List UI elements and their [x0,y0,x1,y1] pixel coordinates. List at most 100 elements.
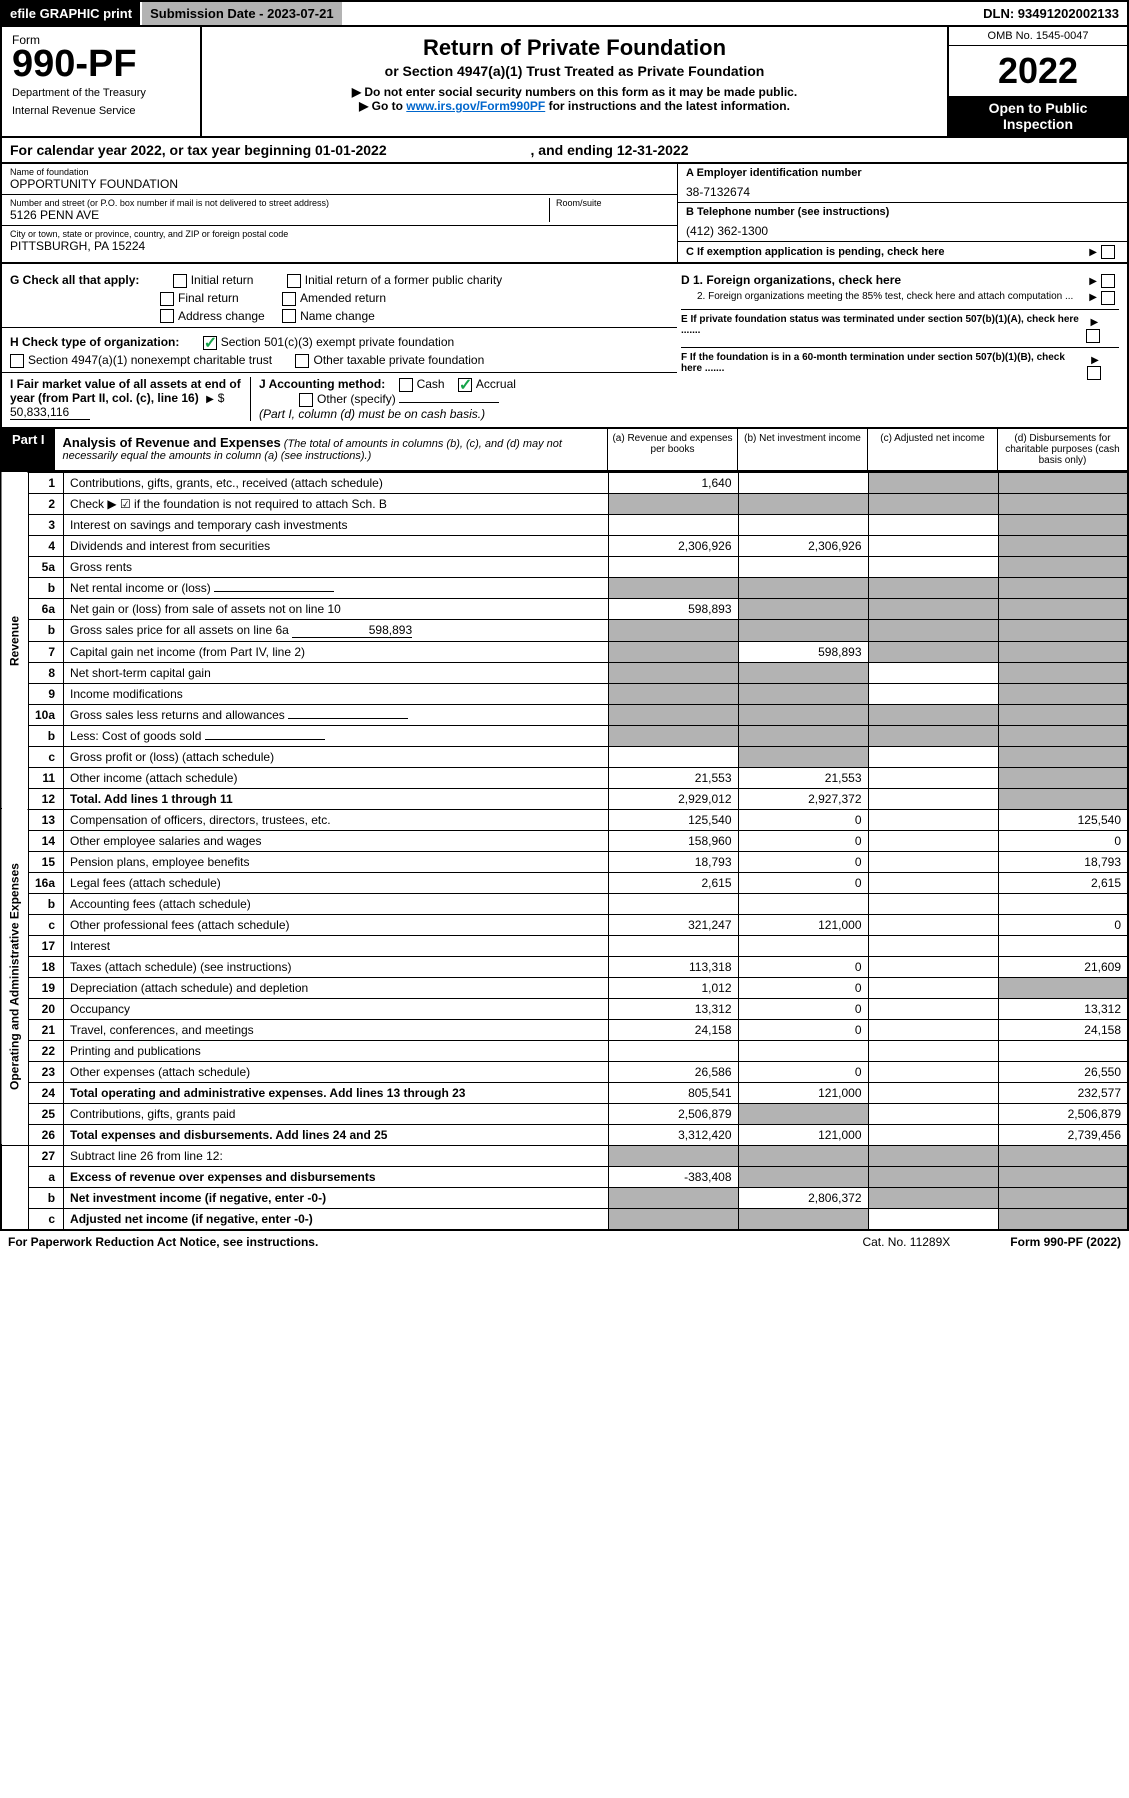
col-c-header: (c) Adjusted net income [867,429,997,470]
d2-label: 2. Foreign organizations meeting the 85%… [697,291,1073,305]
line-desc: Other employee salaries and wages [64,830,608,851]
open-to-public: Open to Public Inspection [949,96,1127,136]
calyear-begin: 01-01-2022 [315,142,387,158]
line-number: 23 [29,1061,64,1082]
line-desc: Travel, conferences, and meetings [64,1019,608,1040]
addr-row: Number and street (or P.O. box number if… [2,195,677,226]
part1-desc: Analysis of Revenue and Expenses (The to… [55,429,607,470]
i-block: I Fair market value of all assets at end… [10,377,250,421]
table-row: 12Total. Add lines 1 through 112,929,012… [1,788,1128,809]
spacer [1,1145,29,1230]
info-left: Name of foundation OPPORTUNITY FOUNDATIO… [2,164,677,262]
part1-title: Analysis of Revenue and Expenses [63,435,281,450]
line-desc: Gross sales less returns and allowances [64,704,608,725]
check-right: D 1. Foreign organizations, check here 2… [669,270,1119,421]
f-label: F If the foundation is in a 60-month ter… [681,352,1087,381]
other-method-label: Other (specify) [317,392,396,406]
initial-return-checkbox[interactable] [173,274,187,288]
section-label: Revenue [1,472,29,809]
part1-header-row: Part I Analysis of Revenue and Expenses … [0,429,1129,472]
room-label: Room/suite [556,198,669,208]
line-desc: Adjusted net income (if negative, enter … [64,1208,608,1230]
line-number: 10a [29,704,64,725]
line-desc: Contributions, gifts, grants, etc., rece… [64,472,608,493]
address-change-checkbox[interactable] [160,309,174,323]
final-return-label: Final return [178,291,239,305]
line-desc: Less: Cost of goods sold [64,725,608,746]
accrual-label: Accrual [476,377,516,391]
table-row: aExcess of revenue over expenses and dis… [1,1166,1128,1187]
4947-checkbox[interactable] [10,354,24,368]
cash-checkbox[interactable] [399,378,413,392]
line-number: b [29,725,64,746]
line-number: b [29,1187,64,1208]
e-checkbox[interactable] [1086,329,1100,343]
dept-treasury: Department of the Treasury [12,87,190,99]
other-taxable-label: Other taxable private foundation [313,353,484,367]
line-number: 17 [29,935,64,956]
table-row: 26Total expenses and disbursements. Add … [1,1124,1128,1145]
table-row: 4Dividends and interest from securities2… [1,535,1128,556]
d2-line: 2. Foreign organizations meeting the 85%… [681,291,1119,305]
table-row: 25Contributions, gifts, grants paid2,506… [1,1103,1128,1124]
table-row: 6aNet gain or (loss) from sale of assets… [1,598,1128,619]
form-ref: Form 990-PF (2022) [1010,1235,1121,1249]
name-change-label: Name change [300,309,375,323]
col-d-header: (d) Disbursements for charitable purpose… [997,429,1127,470]
table-row: 10aGross sales less returns and allowanc… [1,704,1128,725]
h-label: H Check type of organization: [10,335,179,349]
d2-checkbox[interactable] [1101,291,1115,305]
line-number: 18 [29,956,64,977]
4947-label: Section 4947(a)(1) nonexempt charitable … [28,353,272,367]
line-number: 26 [29,1124,64,1145]
header-title-block: Return of Private Foundation or Section … [202,27,947,136]
line-desc: Other expenses (attach schedule) [64,1061,608,1082]
check-left: G Check all that apply: Initial return I… [10,270,669,421]
line-desc: Net short-term capital gain [64,662,608,683]
calendar-year-line: For calendar year 2022, or tax year begi… [0,138,1129,164]
table-row: 8Net short-term capital gain [1,662,1128,683]
ij-section: I Fair market value of all assets at end… [2,372,677,421]
d1-checkbox[interactable] [1101,274,1115,288]
irs-link[interactable]: www.irs.gov/Form990PF [406,99,545,113]
foundation-name: OPPORTUNITY FOUNDATION [10,177,669,191]
exemption-row: C If exemption application is pending, c… [678,242,1127,262]
ein-value: 38-7132674 [686,185,1119,199]
name-change-checkbox[interactable] [282,309,296,323]
501c3-checkbox[interactable] [203,336,217,350]
part1-table: Revenue1Contributions, gifts, grants, et… [0,472,1129,1231]
arrow-icon [206,391,214,405]
line-number: 25 [29,1103,64,1124]
line-number: 20 [29,998,64,1019]
exemption-checkbox[interactable] [1101,245,1115,259]
initial-former-checkbox[interactable] [287,274,301,288]
table-row: Revenue1Contributions, gifts, grants, et… [1,472,1128,493]
efile-print-button[interactable]: efile GRAPHIC print [2,2,142,25]
table-row: 27Subtract line 26 from line 12: [1,1145,1128,1166]
accrual-checkbox[interactable] [458,378,472,392]
d1-line: D 1. Foreign organizations, check here [681,273,1119,288]
final-return-checkbox[interactable] [160,292,174,306]
line-desc: Taxes (attach schedule) (see instruction… [64,956,608,977]
line-desc: Gross profit or (loss) (attach schedule) [64,746,608,767]
amended-checkbox[interactable] [282,292,296,306]
line-number: 1 [29,472,64,493]
line-number: 19 [29,977,64,998]
table-row: 19Depreciation (attach schedule) and dep… [1,977,1128,998]
fmv-value: 50,833,116 [10,405,90,420]
ein-label: A Employer identification number [686,167,1119,179]
other-taxable-checkbox[interactable] [295,354,309,368]
arrow-icon [1090,314,1098,328]
line-number: 5a [29,556,64,577]
other-method-checkbox[interactable] [299,393,313,407]
g-line: G Check all that apply: Initial return I… [10,273,669,288]
line-number: 16a [29,872,64,893]
f-checkbox[interactable] [1087,366,1101,380]
line-desc: Gross sales price for all assets on line… [64,619,608,641]
line-number: c [29,746,64,767]
city-state-zip: PITTSBURGH, PA 15224 [10,239,669,253]
cash-label: Cash [417,377,445,391]
form-number: 990-PF [12,47,190,81]
table-row: 11Other income (attach schedule)21,55321… [1,767,1128,788]
line-number: 21 [29,1019,64,1040]
